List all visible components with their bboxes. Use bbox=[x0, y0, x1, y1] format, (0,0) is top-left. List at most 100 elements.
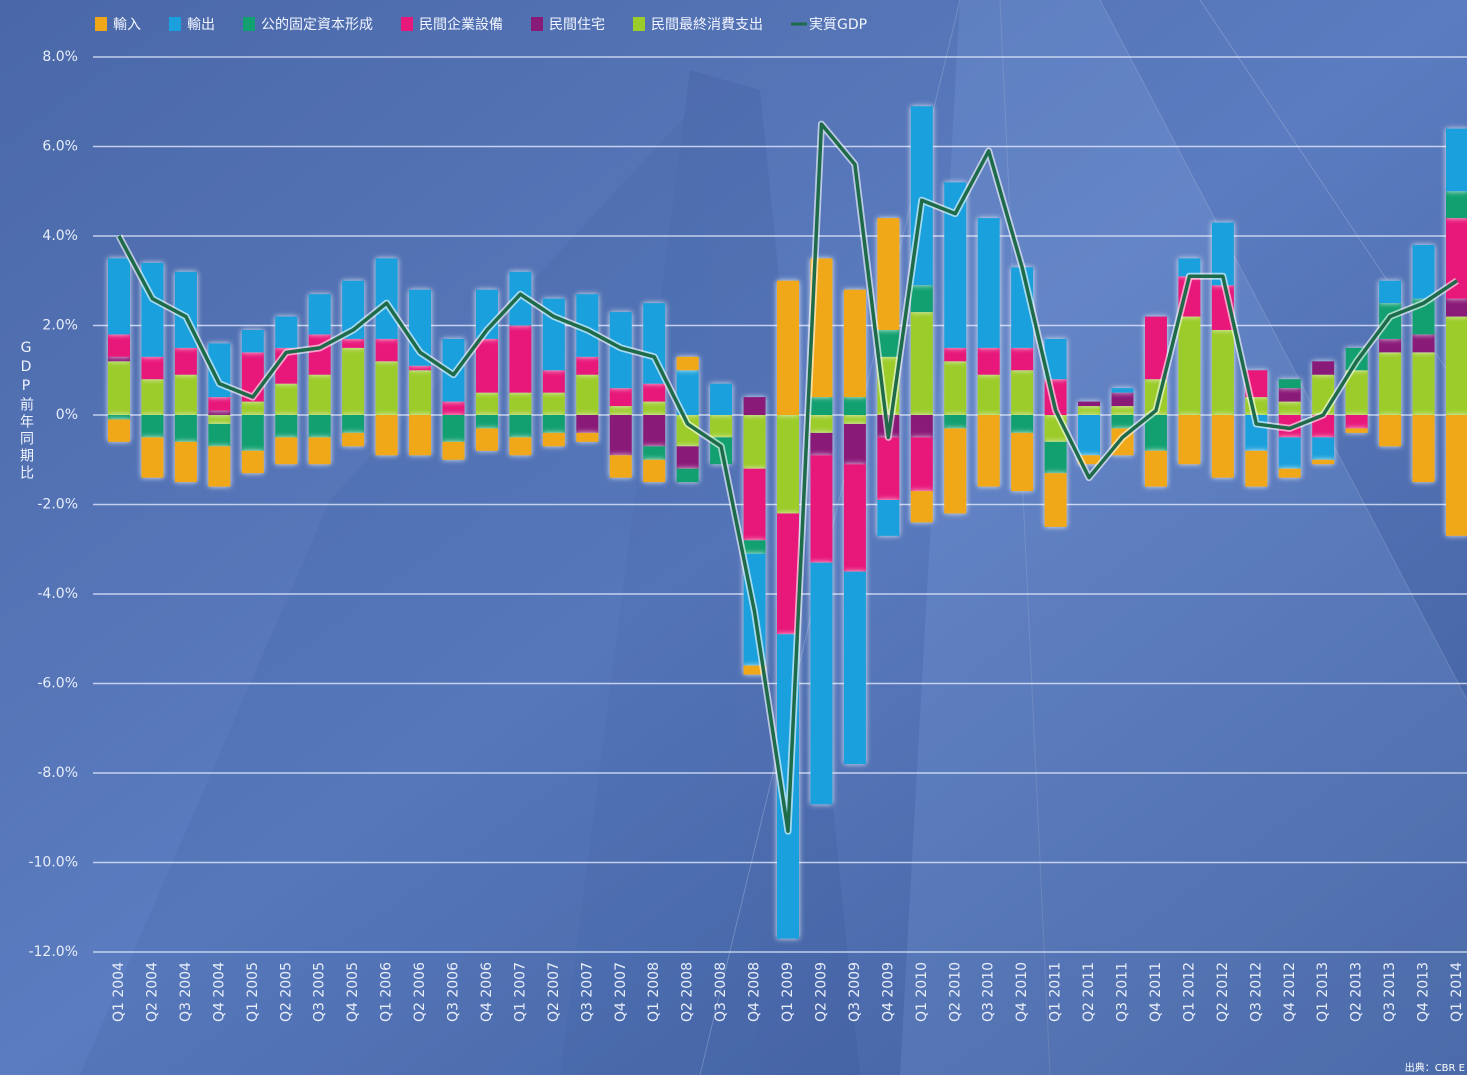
bar-segment bbox=[1078, 406, 1101, 415]
bar-segment bbox=[643, 415, 666, 447]
bar-segment bbox=[409, 370, 432, 415]
bar-segment bbox=[777, 280, 799, 415]
bar-segment bbox=[1078, 455, 1101, 465]
bar-segment bbox=[475, 392, 498, 415]
y-tick-label: 8.0% bbox=[42, 49, 78, 65]
y-axis-title: GDP前年同期比 bbox=[18, 340, 34, 482]
bar-segment bbox=[542, 415, 565, 433]
legend-item: 公的固定資本形成 bbox=[243, 17, 373, 33]
bar-segment bbox=[910, 285, 933, 313]
bar-segment bbox=[910, 415, 933, 438]
bar-segment bbox=[877, 329, 900, 357]
bar-segment bbox=[1144, 316, 1167, 380]
x-tick-label: Q2 2007 bbox=[546, 962, 562, 1022]
bar-segment bbox=[743, 415, 766, 469]
bar-segment bbox=[1379, 338, 1402, 353]
bar-segment bbox=[1011, 370, 1034, 415]
bar-segment bbox=[308, 437, 331, 465]
bar-segment bbox=[1178, 316, 1201, 415]
bar-segment bbox=[1278, 468, 1301, 478]
bar-segment bbox=[509, 392, 532, 415]
x-tick-label: Q3 2008 bbox=[713, 962, 729, 1022]
bar-segment bbox=[810, 455, 833, 563]
x-tick-label: Q4 2004 bbox=[211, 962, 227, 1022]
y-tick-label: -2.0% bbox=[37, 497, 78, 513]
bar-segment bbox=[643, 446, 666, 460]
bar-segment bbox=[141, 415, 164, 438]
bar-segment bbox=[208, 397, 231, 411]
x-tick-label: Q2 2010 bbox=[947, 962, 963, 1022]
bar-segment bbox=[1211, 415, 1234, 478]
bar-segment bbox=[743, 665, 766, 675]
bar-segment bbox=[442, 415, 465, 442]
x-tick-label: Q4 2005 bbox=[345, 962, 361, 1022]
legend-label: 民間企業設備 bbox=[419, 16, 503, 33]
bar-segment bbox=[676, 415, 699, 447]
bar-segment bbox=[910, 312, 933, 415]
bar-segment bbox=[944, 415, 967, 429]
bar-segment bbox=[944, 347, 967, 362]
bar-segment bbox=[409, 365, 432, 371]
bar-segment bbox=[208, 415, 231, 424]
legend-item: 民間最終消費支出 bbox=[633, 17, 763, 33]
y-tick-label: -10.0% bbox=[28, 855, 78, 871]
bar-segment bbox=[576, 432, 599, 442]
bar-segment bbox=[241, 450, 264, 474]
y-tick-label: -12.0% bbox=[28, 944, 78, 960]
bar-segment bbox=[1144, 415, 1167, 451]
bar-segment bbox=[208, 423, 231, 447]
bar-segment bbox=[108, 334, 130, 357]
bar-segment bbox=[141, 437, 164, 478]
bar-segment bbox=[1044, 441, 1067, 474]
bar-segment bbox=[1078, 401, 1101, 407]
bar-segment bbox=[308, 374, 331, 415]
bar-segment bbox=[810, 415, 833, 433]
x-tick-label: Q4 2006 bbox=[479, 962, 495, 1022]
bar-segment bbox=[710, 415, 733, 438]
bar-segment bbox=[1412, 415, 1435, 483]
bar-segment bbox=[676, 468, 699, 483]
legend-label: 公的固定資本形成 bbox=[261, 17, 373, 33]
bar-segment bbox=[910, 437, 933, 492]
y-tick-label: -8.0% bbox=[37, 765, 78, 781]
bar-segment bbox=[1345, 415, 1368, 429]
bar-segment bbox=[944, 182, 967, 348]
bar-segment bbox=[609, 455, 632, 478]
bar-segment bbox=[108, 419, 130, 442]
bar-segment bbox=[174, 441, 197, 483]
bar-segment bbox=[977, 415, 1000, 487]
x-tick-label: Q1 2006 bbox=[379, 962, 395, 1022]
x-tick-label: Q4 2011 bbox=[1148, 962, 1164, 1022]
x-tick-label: Q1 2013 bbox=[1315, 962, 1331, 1022]
bar-segment bbox=[643, 383, 666, 402]
bar-segment bbox=[542, 370, 565, 393]
y-tick-label: 0% bbox=[56, 407, 78, 423]
bar-segment bbox=[141, 356, 164, 380]
bar-segment bbox=[241, 415, 264, 451]
bar-segment bbox=[1111, 415, 1134, 429]
legend-swatch bbox=[401, 17, 413, 31]
bar-segment bbox=[1412, 244, 1435, 299]
bar-segment bbox=[308, 415, 331, 438]
bar-segment bbox=[810, 562, 833, 805]
bar-segment bbox=[108, 415, 130, 420]
x-tick-label: Q3 2006 bbox=[446, 962, 462, 1022]
bar-segment bbox=[375, 258, 398, 339]
bar-segment bbox=[375, 361, 398, 415]
x-tick-label: Q1 2004 bbox=[111, 962, 127, 1022]
bar-segment bbox=[1345, 370, 1368, 415]
bar-segment bbox=[576, 415, 599, 433]
bar-segment bbox=[1178, 258, 1201, 277]
bar-segment bbox=[342, 338, 365, 348]
bar-segment bbox=[108, 356, 130, 362]
legend-item: 民間住宅 bbox=[531, 17, 605, 33]
bar-segment bbox=[676, 370, 699, 415]
y-tick-label: 2.0% bbox=[42, 318, 78, 334]
legend-swatch bbox=[531, 17, 543, 31]
bar-segment bbox=[542, 432, 565, 447]
bar-segment bbox=[1078, 415, 1101, 456]
legend-item: 民間企業設備 bbox=[401, 16, 503, 33]
x-tick-label: Q4 2012 bbox=[1282, 962, 1298, 1022]
